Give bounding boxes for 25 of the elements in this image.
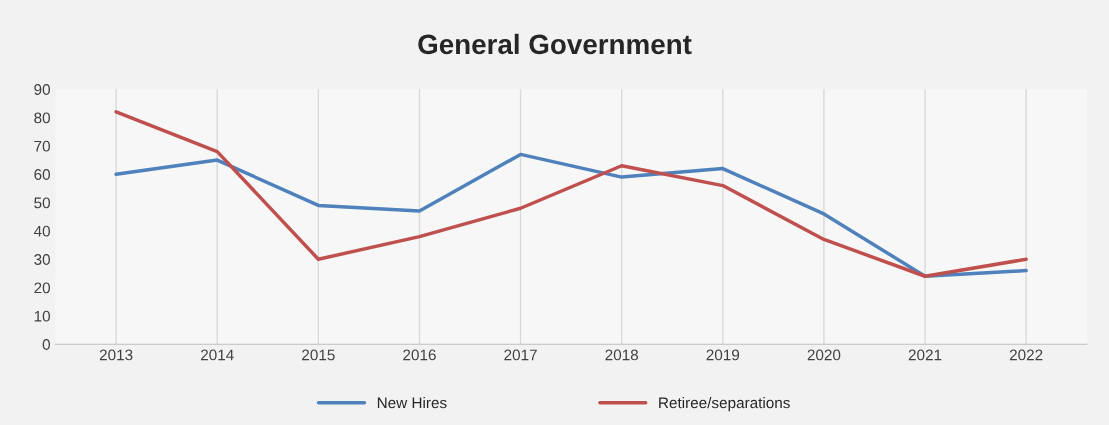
y-tick-label: 70	[34, 140, 50, 152]
line-series	[114, 110, 1028, 278]
y-tick-label: 60	[34, 169, 50, 180]
y-tick-label: 40	[33, 225, 50, 237]
y-tick-label: 30	[34, 254, 50, 265]
x-tick-label: 2022	[1009, 349, 1043, 361]
x-tick-label: 2018	[605, 349, 639, 361]
y-tick-label: 50	[34, 197, 50, 209]
x-tick-label: 2014	[201, 349, 234, 361]
chart-title: General Government	[418, 33, 692, 55]
x-tick-label: 2020	[807, 349, 841, 361]
y-tick-label: 90	[34, 84, 50, 95]
line-series	[114, 152, 1028, 278]
x-tick-label: 2019	[706, 349, 740, 361]
x-tick-label: 2017	[504, 349, 537, 361]
y-tick-label: 20	[34, 282, 50, 294]
legend-label: New Hires	[377, 397, 447, 409]
y-tick-label: 0	[42, 339, 50, 350]
y-tick-label: 10	[34, 310, 50, 322]
x-tick-label: 2013	[99, 349, 133, 361]
legend-label: Retiree/separations	[659, 397, 790, 412]
x-tick-label: 2021	[908, 349, 942, 361]
x-tick-label: 2015	[302, 349, 335, 361]
y-tick-label: 80	[34, 112, 50, 124]
x-tick-label: 2016	[403, 349, 436, 361]
